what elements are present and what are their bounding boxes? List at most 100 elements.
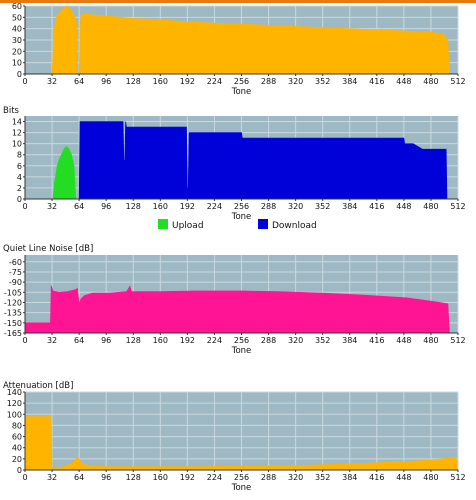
x-tick-label: 448 bbox=[396, 336, 411, 345]
legend-swatch-download bbox=[258, 219, 268, 229]
x-tick-label: 192 bbox=[180, 77, 195, 86]
series-area-1 bbox=[24, 416, 458, 471]
y-tick-label: 20 bbox=[12, 455, 22, 464]
x-tick-label: 288 bbox=[261, 473, 276, 482]
x-tick-label: 96 bbox=[101, 77, 111, 86]
y-tick-label: 0 bbox=[17, 70, 22, 79]
chart-title: Quiet Line Noise [dB] bbox=[3, 244, 93, 254]
x-tick-label: 160 bbox=[153, 202, 168, 211]
y-tick-label: 50 bbox=[12, 13, 22, 22]
legend-swatch-upload bbox=[158, 219, 168, 229]
x-tick-label: 64 bbox=[74, 473, 84, 482]
x-tick-label: 256 bbox=[234, 77, 249, 86]
x-tick-label: 256 bbox=[234, 473, 249, 482]
chart-3 bbox=[23, 255, 459, 335]
y-tick-label: 10 bbox=[12, 140, 22, 149]
chart-1 bbox=[23, 5, 459, 76]
x-tick-label: 480 bbox=[423, 473, 438, 482]
x-tick-label: 448 bbox=[396, 77, 411, 86]
y-tick-label: 60 bbox=[12, 2, 22, 11]
x-tick-label: 128 bbox=[126, 473, 141, 482]
x-tick-label: 64 bbox=[74, 202, 84, 211]
legend-label-upload: Upload bbox=[172, 221, 204, 231]
x-tick-label: 320 bbox=[288, 77, 303, 86]
x-tick-label: 160 bbox=[153, 473, 168, 482]
x-tick-label: 448 bbox=[396, 473, 411, 482]
y-tick-label: 8 bbox=[17, 151, 22, 160]
y-tick-label: -105 bbox=[4, 288, 22, 297]
x-tick-label: 384 bbox=[342, 336, 357, 345]
x-tick-label: 32 bbox=[47, 77, 57, 86]
y-tick-label: 0 bbox=[17, 466, 22, 475]
x-tick-label: 160 bbox=[153, 77, 168, 86]
x-tick-label: 96 bbox=[101, 473, 111, 482]
x-tick-label: 192 bbox=[180, 336, 195, 345]
y-tick-label: -135 bbox=[4, 309, 22, 318]
x-tick-label: 256 bbox=[234, 336, 249, 345]
x-tick-label: 256 bbox=[234, 202, 249, 211]
chart-4 bbox=[23, 391, 459, 472]
chart-title: Attenuation [dB] bbox=[3, 381, 73, 391]
x-tick-label: 320 bbox=[288, 336, 303, 345]
x-tick-label: 512 bbox=[450, 77, 465, 86]
x-tick-label: 32 bbox=[47, 336, 57, 345]
x-tick-label: 96 bbox=[101, 336, 111, 345]
x-tick-label: 512 bbox=[450, 473, 465, 482]
x-tick-label: 384 bbox=[342, 473, 357, 482]
x-tick-label: 160 bbox=[153, 336, 168, 345]
x-tick-label: 416 bbox=[369, 202, 384, 211]
x-tick-label: 0 bbox=[22, 336, 27, 345]
x-tick-label: 320 bbox=[288, 473, 303, 482]
y-tick-label: 30 bbox=[12, 36, 22, 45]
y-tick-label: 10 bbox=[12, 59, 22, 68]
x-tick-label: 512 bbox=[450, 202, 465, 211]
series-area-upload bbox=[52, 145, 77, 200]
y-tick-label: 60 bbox=[12, 433, 22, 442]
x-axis-label: Tone bbox=[231, 483, 252, 493]
x-tick-label: 128 bbox=[126, 202, 141, 211]
y-tick-label: 0 bbox=[17, 195, 22, 204]
x-tick-label: 128 bbox=[126, 77, 141, 86]
x-tick-label: 384 bbox=[342, 202, 357, 211]
x-tick-label: 32 bbox=[47, 202, 57, 211]
series-area-1 bbox=[51, 5, 450, 75]
x-tick-label: 288 bbox=[261, 202, 276, 211]
y-tick-label: -75 bbox=[9, 268, 22, 277]
y-tick-label: 12 bbox=[12, 129, 22, 138]
x-tick-label: 352 bbox=[315, 336, 330, 345]
legend-label-download: Download bbox=[272, 221, 317, 231]
y-tick-label: 2 bbox=[17, 184, 22, 193]
y-tick-label: -150 bbox=[4, 319, 22, 328]
x-tick-label: 224 bbox=[207, 336, 222, 345]
x-tick-label: 384 bbox=[342, 77, 357, 86]
x-tick-label: 512 bbox=[450, 336, 465, 345]
y-tick-label: 14 bbox=[12, 118, 22, 127]
x-tick-label: 192 bbox=[180, 202, 195, 211]
x-tick-label: 0 bbox=[22, 473, 27, 482]
x-tick-label: 352 bbox=[315, 473, 330, 482]
x-tick-label: 480 bbox=[423, 336, 438, 345]
x-tick-label: 64 bbox=[74, 77, 84, 86]
x-tick-label: 320 bbox=[288, 202, 303, 211]
x-tick-label: 448 bbox=[396, 202, 411, 211]
x-tick-label: 480 bbox=[423, 202, 438, 211]
x-tick-label: 128 bbox=[126, 336, 141, 345]
x-tick-label: 288 bbox=[261, 77, 276, 86]
series-area-1 bbox=[24, 285, 450, 334]
y-tick-label: 20 bbox=[12, 47, 22, 56]
x-tick-label: 480 bbox=[423, 77, 438, 86]
x-axis-label: Tone bbox=[231, 87, 252, 97]
y-tick-label: 40 bbox=[12, 444, 22, 453]
x-tick-label: 0 bbox=[22, 77, 27, 86]
x-tick-label: 288 bbox=[261, 336, 276, 345]
x-tick-label: 64 bbox=[74, 336, 84, 345]
header-accent-bar bbox=[0, 0, 476, 3]
x-tick-label: 0 bbox=[22, 202, 27, 211]
x-tick-label: 224 bbox=[207, 202, 222, 211]
x-tick-label: 32 bbox=[47, 473, 57, 482]
y-tick-label: 4 bbox=[17, 173, 22, 182]
y-tick-label: 120 bbox=[7, 399, 22, 408]
y-tick-label: -90 bbox=[9, 278, 22, 287]
